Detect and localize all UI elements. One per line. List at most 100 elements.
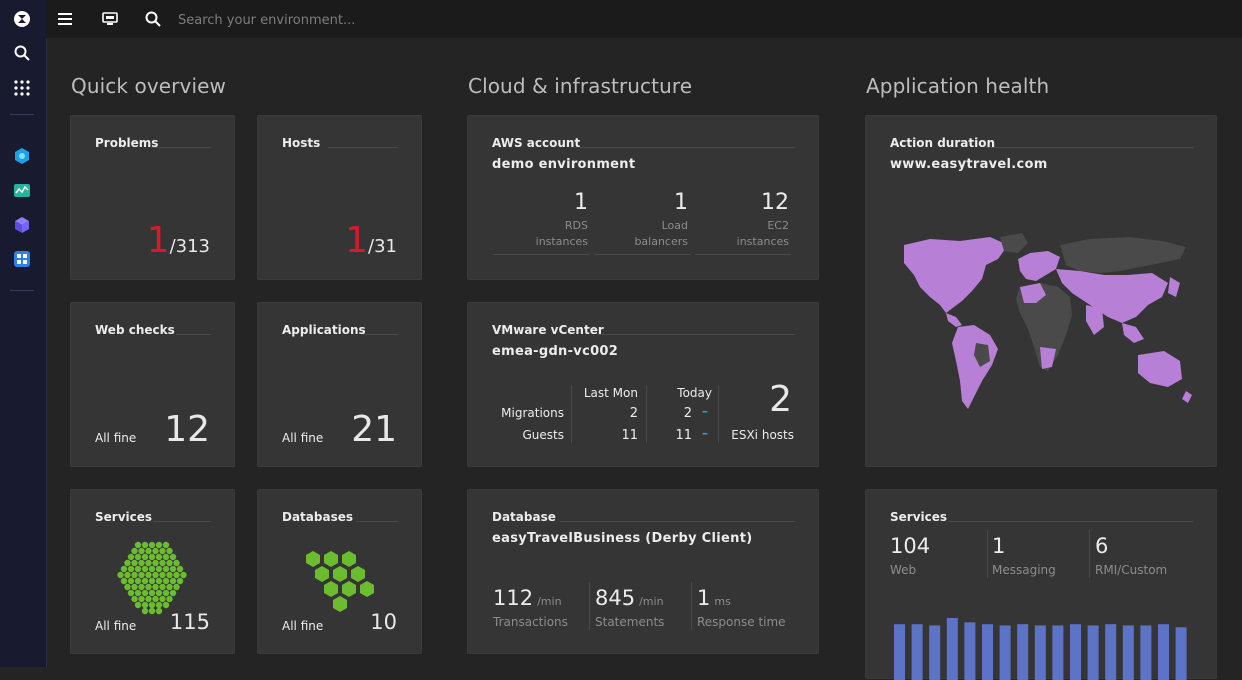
search-icon[interactable] [11, 42, 33, 64]
applications-value: 21 [351, 409, 397, 450]
apps-grid-icon[interactable] [11, 77, 33, 99]
databases-tile[interactable]: Databases All fine 10 [257, 489, 422, 654]
services-bar [929, 625, 941, 680]
statements-label: Statements [595, 615, 665, 629]
vcenter-name: emea-gdn-vc002 [492, 344, 619, 359]
tile-divider [363, 334, 398, 335]
aws-account-tile[interactable]: AWS account demo environment 1 RDS instan… [467, 115, 819, 280]
search-input[interactable] [176, 8, 580, 32]
tile-divider [153, 521, 211, 522]
database-name: easyTravelBusiness (Derby Client) [492, 531, 753, 546]
monitoring-icon[interactable] [11, 180, 33, 202]
tile-divider [153, 147, 211, 148]
rds-instances-value: 1 [574, 190, 588, 215]
services-bar [1158, 624, 1169, 680]
services-bar [964, 622, 976, 680]
display-icon[interactable] [99, 8, 121, 30]
databases-honeycomb-icon [306, 551, 374, 612]
transactions-metric: 112/min [493, 586, 562, 610]
services-bar [1034, 625, 1046, 680]
tile-divider [356, 521, 398, 522]
response-time-label: Response time [697, 615, 786, 629]
applications-tile[interactable]: Applications All fine 21 [257, 302, 422, 467]
database-tile[interactable]: Database easyTravelBusiness (Derby Clien… [467, 489, 819, 654]
tile-title: Applications [282, 323, 366, 337]
services-bar [894, 624, 905, 680]
sidebar-divider [10, 114, 34, 115]
services-bar [1175, 627, 1187, 680]
services-bar [1017, 624, 1029, 680]
migrations-last-mon: 2 [629, 406, 638, 421]
cube-icon[interactable] [11, 214, 33, 236]
dynatrace-logo-icon[interactable] [11, 8, 33, 30]
services-bar [1070, 624, 1081, 680]
stat-underline [595, 254, 691, 255]
row-label-migrations: Migrations [501, 406, 564, 420]
services-bar-chart [894, 618, 1187, 680]
migrations-today: 2 [683, 406, 692, 421]
messaging-services-label: Messaging [992, 563, 1056, 577]
services-tile[interactable]: Services All fine 115 [70, 489, 235, 654]
tile-title: Problems [95, 136, 159, 150]
status-label: All fine [95, 431, 137, 445]
services-bar [1052, 625, 1064, 680]
messaging-services-value: 1 [992, 534, 1006, 558]
tile-title: VMware vCenter [492, 323, 604, 337]
services-value: 115 [169, 610, 210, 634]
web-checks-tile[interactable]: Web checks All fine 12 [70, 302, 235, 467]
tile-divider [328, 147, 398, 148]
services-bar [1122, 625, 1134, 680]
section-title-application-health: Application health [866, 74, 1050, 98]
databases-value: 10 [370, 610, 397, 634]
col-header-last-mon: Last Mon [583, 386, 638, 400]
rmi-custom-services-value: 6 [1095, 534, 1109, 558]
problems-total: /313 [169, 236, 210, 257]
hosts-tile[interactable]: Hosts 1/31 [257, 115, 422, 280]
column-divider [646, 385, 647, 443]
status-label: All fine [282, 431, 324, 445]
tile-title: Web checks [95, 323, 175, 337]
hosts-problem-count: 1 [345, 220, 369, 261]
services-bar [982, 624, 993, 680]
tile-title: Action duration [890, 136, 995, 150]
app-services-tile[interactable]: Services 104 Web 1 Messaging 6 RMI/Custo… [865, 489, 1217, 680]
hosts-total: /31 [368, 236, 397, 257]
esxi-hosts-label: ESXi hosts [731, 428, 794, 442]
ec2-instances-label: EC2 instances [736, 219, 789, 248]
rmi-custom-services-label: RMI/Custom [1095, 563, 1168, 577]
esxi-hosts-value: 2 [769, 379, 792, 420]
problems-count: 1/313 [147, 220, 210, 261]
world-map [904, 233, 1192, 409]
services-bar [911, 624, 923, 680]
menu-icon[interactable] [54, 8, 76, 30]
services-honeycomb-icon [117, 541, 187, 615]
aws-account-name: demo environment [492, 157, 636, 172]
tile-title: Database [492, 510, 556, 524]
problems-tile[interactable]: Problems 1/313 [70, 115, 235, 280]
dashboard-icon[interactable] [11, 248, 33, 270]
tile-title: Services [890, 510, 948, 524]
metric-divider [1089, 530, 1090, 578]
col-header-today: Today [677, 386, 712, 400]
search-icon[interactable] [142, 8, 164, 30]
tile-divider [986, 147, 1193, 148]
ec2-instances-value: 12 [761, 190, 789, 215]
tile-title: Hosts [282, 136, 321, 150]
infrastructure-icon[interactable] [11, 145, 33, 167]
guests-today: 11 [675, 428, 692, 443]
services-bar [946, 618, 958, 680]
status-label: All fine [95, 619, 137, 633]
vmware-vcenter-tile[interactable]: VMware vCenter emea-gdn-vc002 Last Mon T… [467, 302, 819, 467]
tile-divider [176, 334, 211, 335]
hosts-count: 1/31 [345, 220, 397, 261]
metric-divider [691, 582, 692, 630]
rds-instances-label: RDS instances [535, 219, 588, 248]
load-balancers-label: Load balancers [634, 219, 688, 248]
tile-title: Services [95, 510, 153, 524]
status-label: All fine [282, 619, 324, 633]
services-bar [1140, 625, 1152, 680]
action-duration-tile[interactable]: Action duration www.easytravel.com [865, 115, 1217, 467]
section-title-cloud-infrastructure: Cloud & infrastructure [468, 74, 693, 98]
stat-underline [493, 254, 589, 255]
web-services-value: 104 [890, 534, 931, 558]
